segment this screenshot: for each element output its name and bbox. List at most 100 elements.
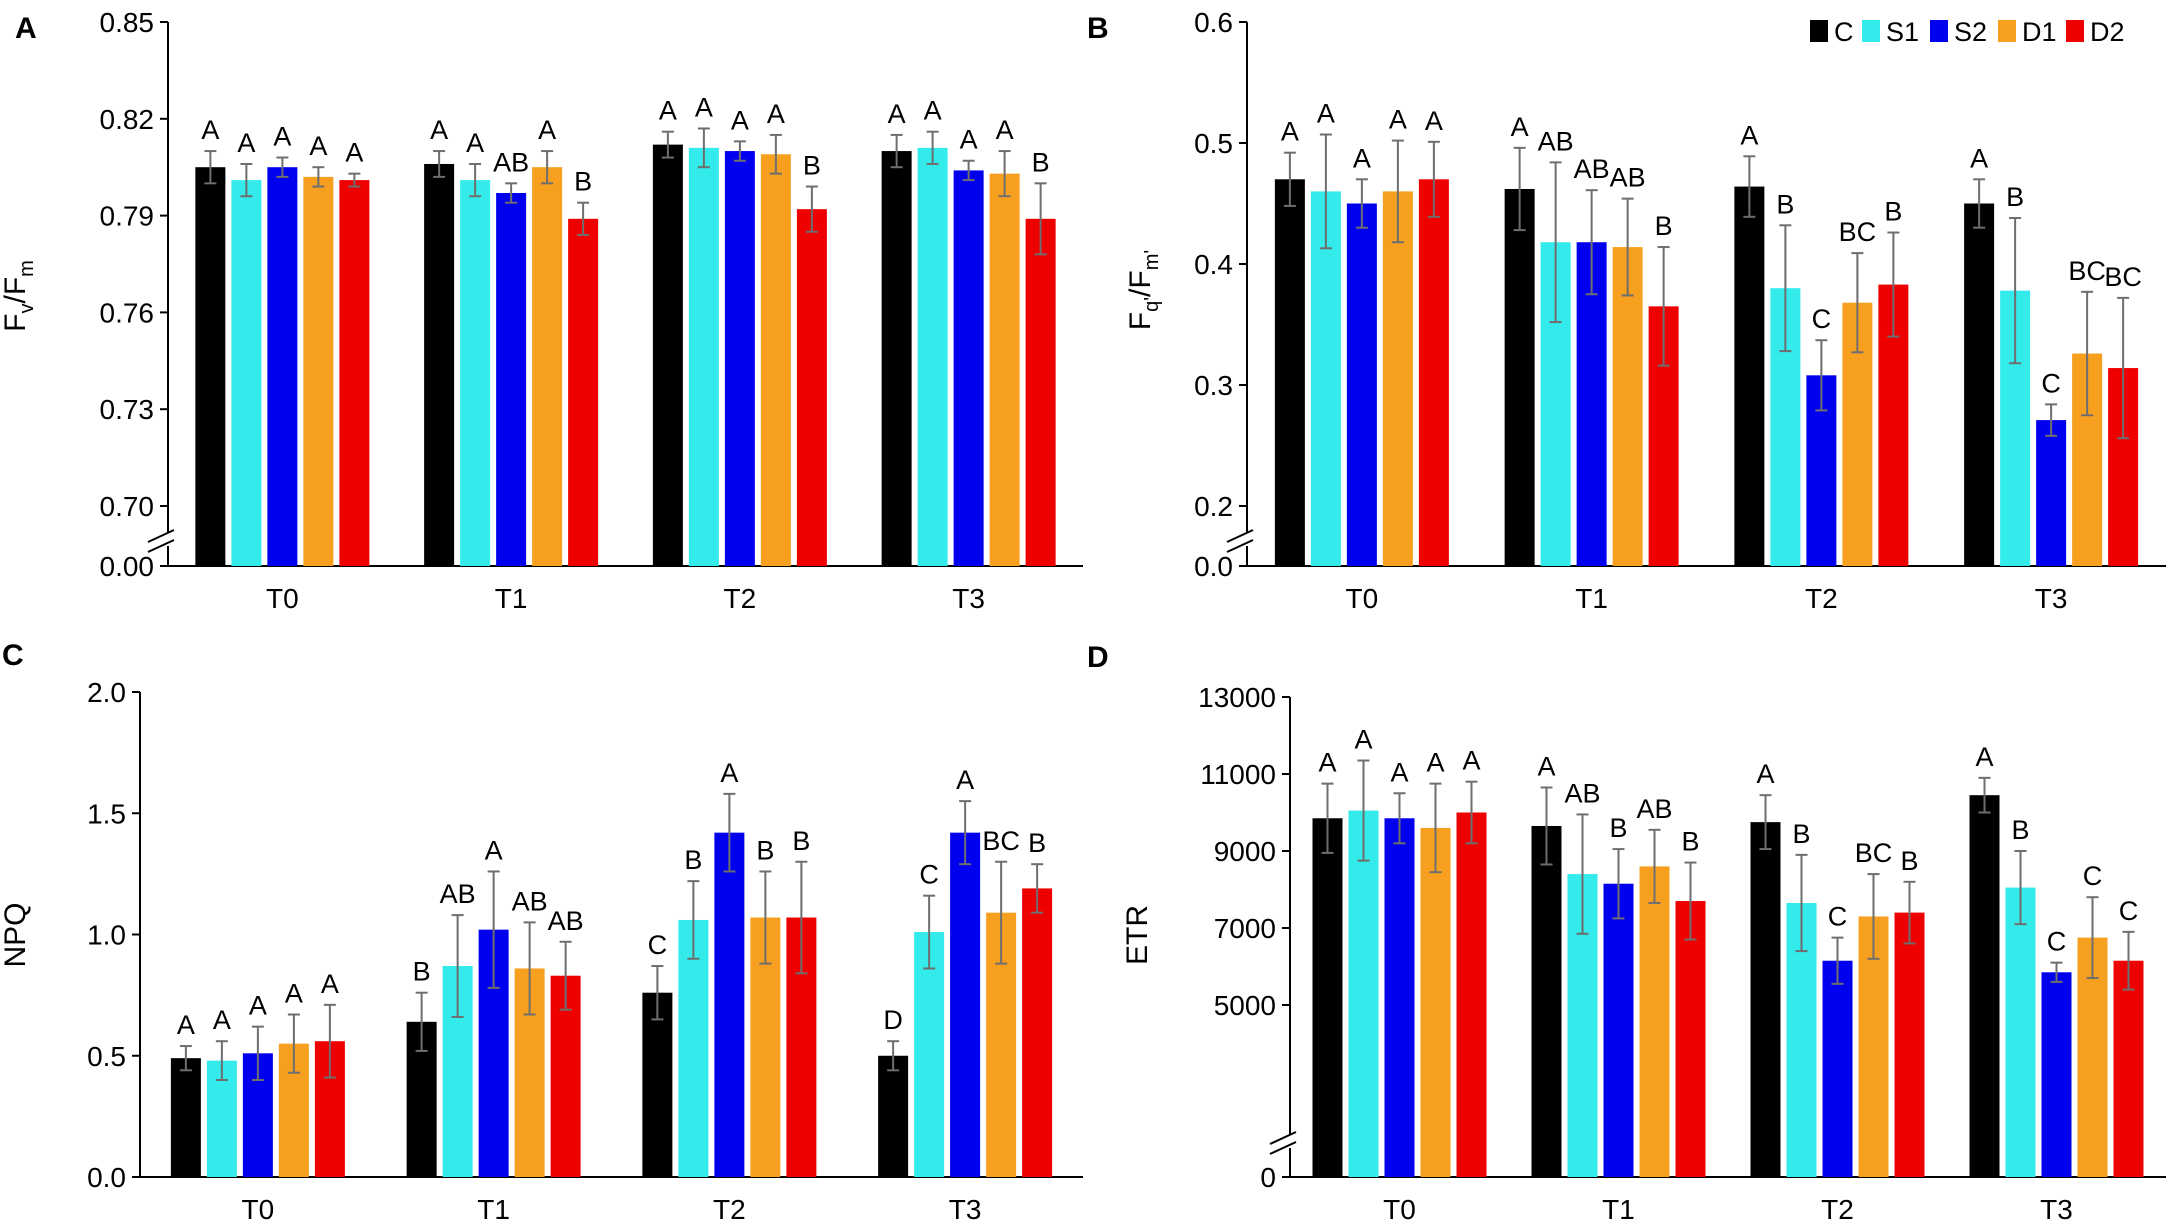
y-label-main: ETR	[1121, 905, 1154, 965]
bar-S1-T2	[688, 147, 719, 566]
error-bar-C-T3	[890, 133, 903, 169]
significance-letter: B	[803, 151, 821, 181]
legend-swatch	[1998, 20, 2016, 42]
y-label-main: F	[0, 314, 32, 332]
significance-letter: BC	[2104, 262, 2142, 292]
error-bar-S2-T1	[1612, 848, 1625, 920]
error-bar-S1-T3	[2009, 217, 2022, 365]
bar-D2-T0	[1456, 812, 1487, 1177]
x-tick-label: T0	[266, 583, 299, 614]
significance-letter: A	[273, 122, 291, 152]
x-tick-label: T2	[1805, 583, 1838, 614]
axis-break-line	[1269, 1131, 1297, 1145]
significance-letter: BC	[1855, 838, 1893, 868]
x-tick-label: T3	[949, 1194, 982, 1225]
significance-letter: A	[1281, 117, 1299, 147]
significance-letter: A	[1740, 120, 1758, 150]
y-axis-label: Fv/Fm	[0, 260, 38, 332]
significance-letter: A	[538, 115, 556, 145]
legend-swatch	[2066, 20, 2084, 42]
error-bar-S1-T0	[215, 1040, 228, 1081]
bar-D2-T1	[1675, 901, 1706, 1177]
error-bar-C-T2	[661, 130, 674, 159]
significance-letter: A	[1390, 757, 1408, 787]
error-bar-S1-T3	[2014, 850, 2027, 926]
y-tick-label: 0.6	[1194, 7, 1233, 38]
y-tick-label: 0.5	[1194, 128, 1233, 159]
significance-letter: B	[1884, 197, 1902, 227]
error-bar-C-T0	[1283, 151, 1296, 207]
error-bar-S2-T0	[251, 1025, 264, 1081]
error-bar-S1-T3	[926, 130, 939, 165]
x-tick-label: T3	[952, 583, 985, 614]
significance-letter: A	[485, 835, 503, 865]
error-bar-C-T2	[1759, 794, 1772, 851]
bar-D1-T0	[303, 176, 334, 566]
error-bar-D1-T0	[287, 1013, 300, 1074]
legend-item-S2: S2	[1930, 17, 1987, 47]
significance-letter: B	[1792, 819, 1810, 849]
legend-swatch	[1930, 20, 1948, 42]
bar-D1-T1	[1612, 247, 1643, 566]
bar-C-T2	[1734, 186, 1765, 566]
bar-C-T1	[1504, 188, 1535, 567]
bar-S1-T3	[2005, 887, 2036, 1177]
axis-break-line	[1226, 539, 1254, 553]
error-bar-C-T1	[1540, 786, 1553, 866]
significance-letter: C	[919, 860, 939, 890]
bar-S2-T1	[496, 193, 527, 566]
significance-letter: C	[2119, 896, 2139, 926]
bar-D1-T0	[1420, 827, 1451, 1177]
error-bar-S1-T2	[687, 880, 700, 960]
bar-C-T1	[1531, 825, 1562, 1177]
error-bar-S2-T3	[2050, 961, 2063, 983]
bar-D1-T2	[760, 154, 791, 566]
y-tick-label: 0.5	[87, 1041, 126, 1072]
bar-S2-T3	[2041, 972, 2072, 1177]
significance-letter: A	[201, 115, 219, 145]
legend-item-D1: D1	[1998, 17, 2057, 47]
bar-C-T0	[195, 167, 226, 566]
y-tick-label: 0.00	[100, 551, 155, 582]
legend-label: S1	[1886, 17, 1919, 47]
significance-letter: A	[466, 128, 484, 158]
significance-letter: C	[2047, 927, 2067, 957]
significance-letter: D	[883, 1005, 903, 1035]
error-bar-D2-T3	[1034, 182, 1047, 256]
bar-C-T3	[878, 1055, 909, 1177]
error-bar-D1-T3	[2081, 290, 2094, 417]
significance-letter: B	[413, 957, 431, 987]
bar-C-T3	[1964, 203, 1995, 566]
significance-letter: A	[1318, 748, 1336, 778]
significance-letter: B	[2006, 182, 2024, 212]
error-bar-D2-T0	[1465, 780, 1478, 845]
x-tick-label: T1	[477, 1194, 510, 1225]
bar-S1-T0	[1310, 191, 1341, 566]
error-bar-D2-T3	[2122, 930, 2135, 991]
error-bar-D2-T2	[805, 185, 818, 233]
bar-D2-T0	[1418, 179, 1449, 567]
y-tick-label: 11000	[1200, 759, 1276, 790]
significance-letter: A	[213, 1005, 231, 1035]
error-bar-S1-T2	[697, 127, 710, 169]
error-bar-C-T1	[415, 991, 428, 1052]
error-bar-D1-T2	[759, 870, 772, 965]
significance-letter: A	[1353, 143, 1371, 173]
y-tick-label: 0.82	[100, 104, 155, 135]
significance-letter: A	[1426, 748, 1444, 778]
legend-swatch	[1810, 20, 1828, 42]
x-tick-label: T0	[242, 1194, 275, 1225]
error-bar-S2-T0	[1355, 178, 1368, 229]
x-tick-label: T1	[1575, 583, 1608, 614]
panel-letter-C: C	[2, 639, 24, 672]
significance-letter: AB	[440, 879, 476, 909]
significance-letter: A	[1425, 106, 1443, 136]
x-tick-label: T1	[495, 583, 528, 614]
error-bar-D1-T3	[2086, 896, 2099, 980]
bar-S2-T0	[1384, 818, 1415, 1177]
bar-S2-T3	[2036, 420, 2067, 566]
significance-letter: B	[756, 835, 774, 865]
significance-letter: C	[1828, 902, 1848, 932]
bar-D2-T0	[339, 180, 370, 566]
